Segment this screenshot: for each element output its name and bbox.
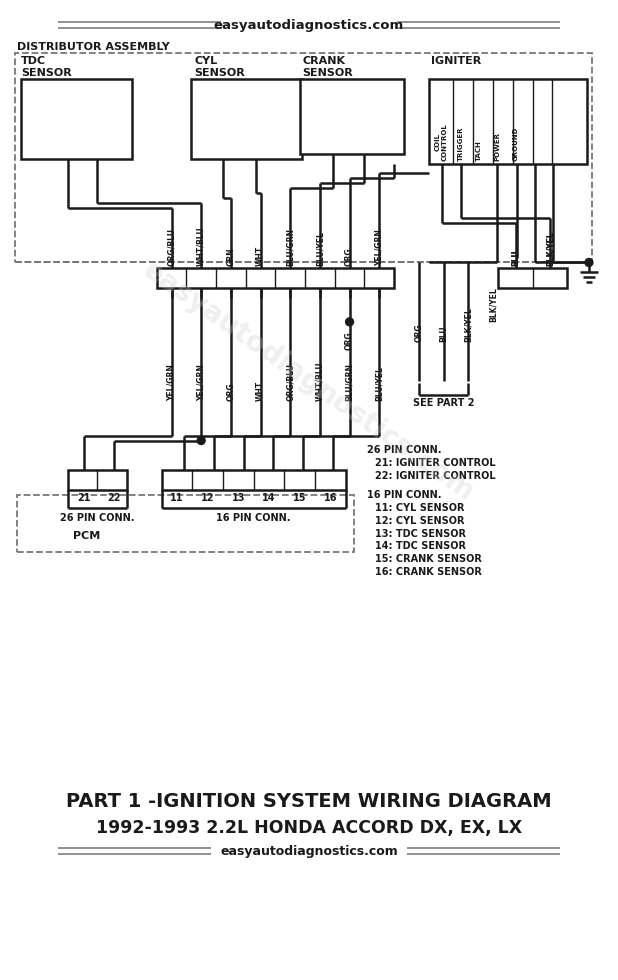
Text: 16: 16 xyxy=(323,493,337,503)
Text: 26 PIN CONN.: 26 PIN CONN. xyxy=(60,513,135,522)
Text: BLK/YEL: BLK/YEL xyxy=(546,231,555,267)
Text: DISTRIBUTOR ASSEMBLY: DISTRIBUTOR ASSEMBLY xyxy=(17,42,170,52)
Text: ORG: ORG xyxy=(226,382,235,401)
Text: easyautodiagnostics.com: easyautodiagnostics.com xyxy=(220,845,398,858)
Text: 15: 15 xyxy=(293,493,307,503)
Text: CRANK: CRANK xyxy=(302,56,345,66)
Text: 12: CYL SENSOR: 12: CYL SENSOR xyxy=(375,515,465,525)
Text: 21: IGNITER CONTROL: 21: IGNITER CONTROL xyxy=(375,459,496,468)
Bar xyxy=(67,470,127,490)
Text: CYL: CYL xyxy=(194,56,218,66)
Text: 11: 11 xyxy=(170,493,184,503)
Text: PART 1 -IGNITION SYSTEM WIRING DIAGRAM: PART 1 -IGNITION SYSTEM WIRING DIAGRAM xyxy=(66,792,552,811)
Text: TDC: TDC xyxy=(21,56,46,66)
Bar xyxy=(157,269,394,288)
Text: ORG: ORG xyxy=(414,323,423,342)
Bar xyxy=(162,470,345,490)
Text: SENSOR: SENSOR xyxy=(21,68,72,77)
Text: 11: CYL SENSOR: 11: CYL SENSOR xyxy=(375,503,465,513)
Text: 15: CRANK SENSOR: 15: CRANK SENSOR xyxy=(375,555,482,564)
Text: BLU: BLU xyxy=(439,325,448,342)
Text: ORG: ORG xyxy=(345,331,354,351)
Bar xyxy=(15,53,592,263)
Text: GROUND: GROUND xyxy=(513,126,519,161)
Text: WHT/BLU: WHT/BLU xyxy=(315,362,324,401)
Text: 22: IGNITER CONTROL: 22: IGNITER CONTROL xyxy=(375,471,496,481)
Text: 16 PIN CONN.: 16 PIN CONN. xyxy=(216,513,291,522)
Text: BLU: BLU xyxy=(511,250,520,267)
Text: 14: 14 xyxy=(262,493,276,503)
Bar xyxy=(429,79,587,164)
Text: 12: 12 xyxy=(201,493,214,503)
Text: POWER: POWER xyxy=(494,131,500,161)
Circle shape xyxy=(585,259,593,267)
Text: ORG/BLU: ORG/BLU xyxy=(167,228,176,267)
Bar xyxy=(192,79,302,159)
Text: 22: 22 xyxy=(108,493,121,503)
Text: ORG/BLU: ORG/BLU xyxy=(286,363,295,401)
Text: IGNITER: IGNITER xyxy=(431,56,481,66)
Text: SEE PART 2: SEE PART 2 xyxy=(413,398,474,408)
Text: PCM: PCM xyxy=(72,530,100,541)
Text: COIL
CONTROL: COIL CONTROL xyxy=(435,122,448,161)
Text: 16 PIN CONN.: 16 PIN CONN. xyxy=(367,490,442,500)
Bar xyxy=(21,79,132,159)
Text: SENSOR: SENSOR xyxy=(302,68,353,77)
Text: YEL/GRN: YEL/GRN xyxy=(375,229,384,267)
Text: 14: TDC SENSOR: 14: TDC SENSOR xyxy=(375,541,466,552)
Text: BLU/GRN: BLU/GRN xyxy=(286,228,295,267)
Text: YEL/GRN: YEL/GRN xyxy=(197,365,206,401)
Text: WHT: WHT xyxy=(256,380,265,401)
Text: TRIGGER: TRIGGER xyxy=(459,126,464,161)
Text: GRN: GRN xyxy=(226,248,235,267)
Text: BLU/YEL: BLU/YEL xyxy=(315,231,324,267)
Text: BLU/GRN: BLU/GRN xyxy=(345,363,354,401)
Text: 16: CRANK SENSOR: 16: CRANK SENSOR xyxy=(375,567,482,577)
Text: 13: 13 xyxy=(232,493,245,503)
Text: YEL/GRN: YEL/GRN xyxy=(167,365,176,401)
Bar xyxy=(498,269,567,288)
Circle shape xyxy=(345,318,353,325)
Text: SENSOR: SENSOR xyxy=(194,68,245,77)
Text: 26 PIN CONN.: 26 PIN CONN. xyxy=(367,446,442,456)
Text: 13: TDC SENSOR: 13: TDC SENSOR xyxy=(375,528,466,539)
Circle shape xyxy=(197,436,205,445)
Text: 1992-1993 2.2L HONDA ACCORD DX, EX, LX: 1992-1993 2.2L HONDA ACCORD DX, EX, LX xyxy=(96,819,522,837)
Text: WHT/BLU: WHT/BLU xyxy=(197,226,206,267)
Bar xyxy=(17,495,353,553)
Text: easyautodiagnostics.com: easyautodiagnostics.com xyxy=(138,256,480,507)
Text: WHT: WHT xyxy=(256,246,265,267)
Text: BLU: BLU xyxy=(511,250,520,267)
Text: BLK/YEL: BLK/YEL xyxy=(546,231,555,267)
Text: easyautodiagnostics.com: easyautodiagnostics.com xyxy=(214,19,404,31)
Bar xyxy=(300,79,404,154)
Text: BLK/YEL: BLK/YEL xyxy=(464,307,473,342)
Text: ORG: ORG xyxy=(345,248,354,267)
Text: BLK/YEL: BLK/YEL xyxy=(488,287,497,321)
Text: 21: 21 xyxy=(78,493,91,503)
Text: BLU/YEL: BLU/YEL xyxy=(375,367,384,401)
Text: TACH: TACH xyxy=(476,140,482,161)
